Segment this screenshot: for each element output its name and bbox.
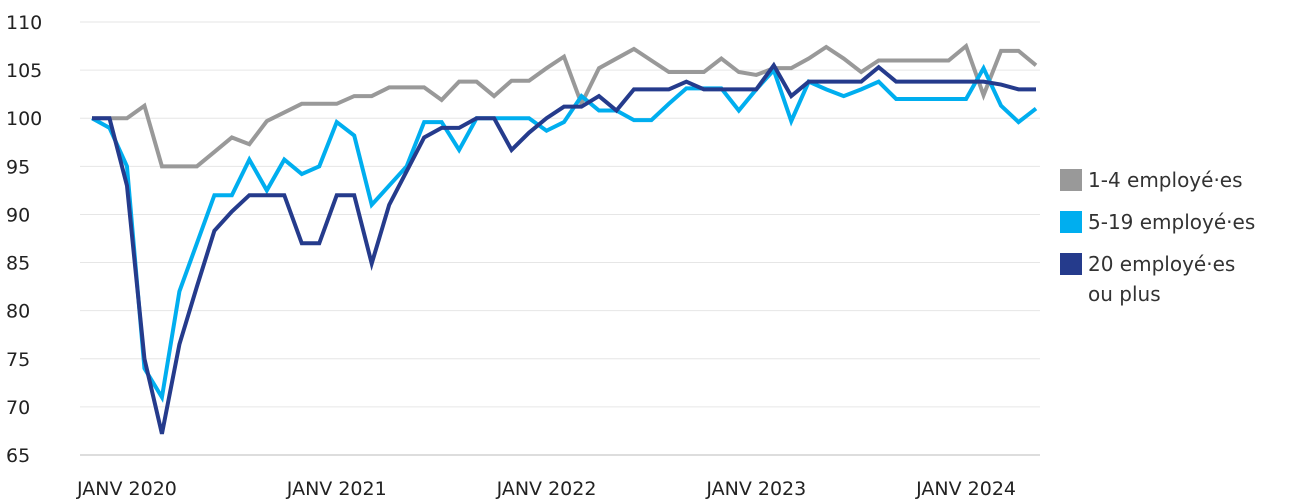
- legend-swatch: [1060, 211, 1082, 233]
- legend-label: 20 employé·es ou plus: [1088, 252, 1236, 306]
- y-tick-label: 85: [6, 253, 30, 275]
- y-tick-label: 95: [6, 156, 30, 178]
- legend-swatch: [1060, 253, 1082, 275]
- y-tick-label: 70: [6, 397, 30, 419]
- legend-swatch: [1060, 169, 1082, 191]
- y-tick-label: 65: [6, 445, 30, 467]
- legend-item: 20 employé·es ou plus: [1060, 249, 1265, 309]
- legend-label: 1-4 employé·es: [1088, 168, 1243, 192]
- x-tick-label: JANV 2022: [496, 478, 597, 499]
- series-line: [92, 42, 1038, 169]
- x-tick-label: JANV 2023: [705, 478, 806, 499]
- legend-item: 1-4 employé·es: [1060, 165, 1265, 195]
- series-line: [92, 61, 1036, 435]
- y-tick-label: 75: [6, 349, 30, 371]
- y-tick-label: 105: [6, 60, 42, 82]
- series-line: [91, 63, 1038, 403]
- x-tick-label: JANV 2021: [286, 478, 387, 499]
- y-tick-label: 90: [6, 204, 30, 226]
- y-tick-label: 110: [6, 12, 42, 34]
- legend: 1-4 employé·es 5-19 employé·es 20 employé·…: [1060, 165, 1265, 321]
- y-tick-label: 80: [6, 301, 30, 323]
- x-tick-label: JANV 2020: [76, 478, 177, 499]
- y-tick-label: 100: [6, 108, 42, 130]
- legend-item: 5-19 employé·es: [1060, 207, 1265, 237]
- x-tick-label: JANV 2024: [915, 478, 1016, 499]
- legend-label: 5-19 employé·es: [1088, 210, 1256, 234]
